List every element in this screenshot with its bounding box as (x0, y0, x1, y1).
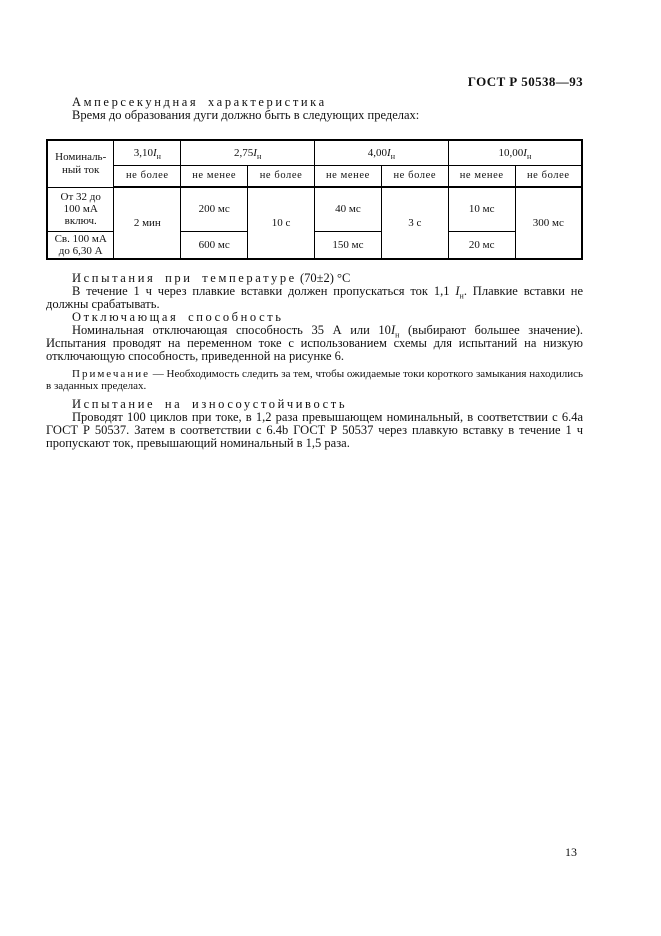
table-row: Св. 100 мА до 6,30 А 600 мс 150 мс 20 мс (46, 230, 582, 260)
corner-header-line1: Номиналь- (55, 150, 107, 163)
subheader-cell: не более (247, 164, 315, 188)
table-group-header-row: Номиналь- ный ток 3,10Iн 2,75Iн 4,00Iн 1… (46, 139, 583, 188)
value-cell: 20 мс (447, 230, 516, 260)
page-number: 13 (565, 845, 577, 859)
current-symbol-subscript: н (156, 151, 161, 161)
subheader-cell: не менее (314, 164, 382, 188)
value-cell: 10 мс (447, 186, 516, 232)
table-subheader-row: не более не менее не более не менее не б… (47, 164, 583, 188)
intro-line: Время до образования дуги должно быть в … (72, 108, 420, 122)
subheader-cell: не более (514, 164, 583, 188)
current-symbol: I (387, 146, 391, 159)
doc-code: ГОСТ Р 50538—93 (467, 74, 583, 89)
table-row: От 32 до 100 мА включ. 2 мин 200 мс 10 с… (46, 186, 583, 260)
row-label-cell: От 32 до 100 мА включ. (46, 186, 115, 232)
subheader-cell: не более (113, 164, 182, 188)
section-heading-wear-test: Испытание на износоустойчивость (46, 398, 583, 411)
value-cell: 300 мс (514, 186, 583, 260)
paragraph-breaking-capacity: Номинальная отключающая способность 35 А… (46, 324, 583, 363)
group-factor: 4,00 (367, 146, 388, 159)
value-cell: 200 мс (180, 186, 249, 232)
group-factor: 10,00 (498, 146, 524, 159)
paragraph-text: Номинальная отключающая способность 35 А… (72, 323, 391, 337)
subheader-cell: не менее (180, 164, 249, 188)
group-factor: 2,75 (234, 146, 254, 159)
page-content: ГОСТ Р 50538—93 Амперсекундная характери… (46, 75, 583, 450)
value-cell: 2 мин (113, 186, 182, 260)
intro-heading: Амперсекундная характеристика (46, 96, 583, 109)
current-symbol: I (390, 323, 396, 337)
current-symbol-subscript: н (256, 151, 262, 161)
current-symbol: I (523, 146, 527, 159)
value-cell: 600 мс (180, 230, 249, 260)
value-cell: 3 с (380, 186, 449, 260)
note-label: Примечание (72, 368, 150, 380)
current-symbol-subscript: н (459, 291, 464, 301)
section-heading-temperature-test: Испытания при температуре (70±2) °С (46, 272, 583, 285)
group-header-2-75: 2,75Iн (180, 139, 315, 166)
intro-heading-text: Амперсекундная характеристика (72, 95, 327, 109)
value-cell: 150 мс (314, 230, 382, 260)
subheader-cell: не менее (447, 164, 516, 188)
section-heading-breaking-capacity: Отключающая способность (46, 311, 583, 324)
current-symbol: I (455, 284, 460, 298)
group-factor: 3,10 (133, 146, 153, 159)
paragraph-wear-test: Проводят 100 циклов при токе, в 1,2 раза… (46, 410, 583, 450)
current-symbol: I (152, 146, 157, 159)
section-heading-temperature-value: (70±2) °С (296, 271, 351, 285)
group-header-3-10: 3,10Iн (113, 139, 182, 166)
ampere-second-table: Номиналь- ный ток 3,10Iн 2,75Iн 4,00Iн 1… (46, 139, 583, 260)
table-corner-header: Номиналь- ный ток (46, 139, 115, 188)
current-symbol: I (253, 146, 257, 159)
paragraph-text: . Плавкие вставки не должны срабатывать. (46, 284, 584, 311)
subheader-cell: не более (380, 164, 449, 188)
corner-header-line2: ный ток (61, 163, 100, 176)
section-heading-temperature-spaced: Испытания при температуре (72, 271, 297, 285)
note-paragraph: Примечание — Необходимость следить за те… (46, 368, 583, 392)
value-cell: 10 с (247, 186, 315, 260)
note-text: — Необходимость следить за тем, чтобы ож… (46, 368, 583, 392)
paragraph-temperature-test: В течение 1 ч через плавкие вставки долж… (46, 285, 583, 311)
group-header-4-00: 4,00Iн (314, 139, 449, 166)
value-cell: 40 мс (314, 186, 382, 232)
section-heading-wear-spaced: Испытание на износоустойчивость (72, 397, 348, 411)
paragraph-text: В течение 1 ч через плавкие вставки долж… (72, 284, 456, 298)
current-symbol-subscript: н (526, 151, 532, 161)
current-symbol-subscript: н (390, 151, 395, 161)
paragraph-text: (выбирают большее значение). Испытания п… (46, 323, 583, 363)
current-symbol-subscript: н (395, 330, 400, 340)
row-label-cell: Св. 100 мА до 6,30 А (46, 230, 115, 260)
section-heading-breaking-spaced: Отключающая способность (72, 310, 284, 324)
group-header-10-00: 10,00Iн (447, 139, 583, 166)
